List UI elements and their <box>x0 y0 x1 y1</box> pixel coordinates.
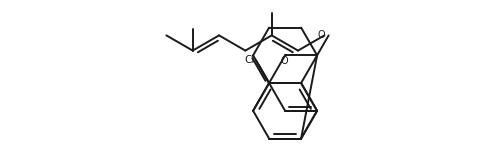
Text: O: O <box>280 56 288 66</box>
Text: O: O <box>318 30 325 40</box>
Text: Cl: Cl <box>244 55 254 64</box>
